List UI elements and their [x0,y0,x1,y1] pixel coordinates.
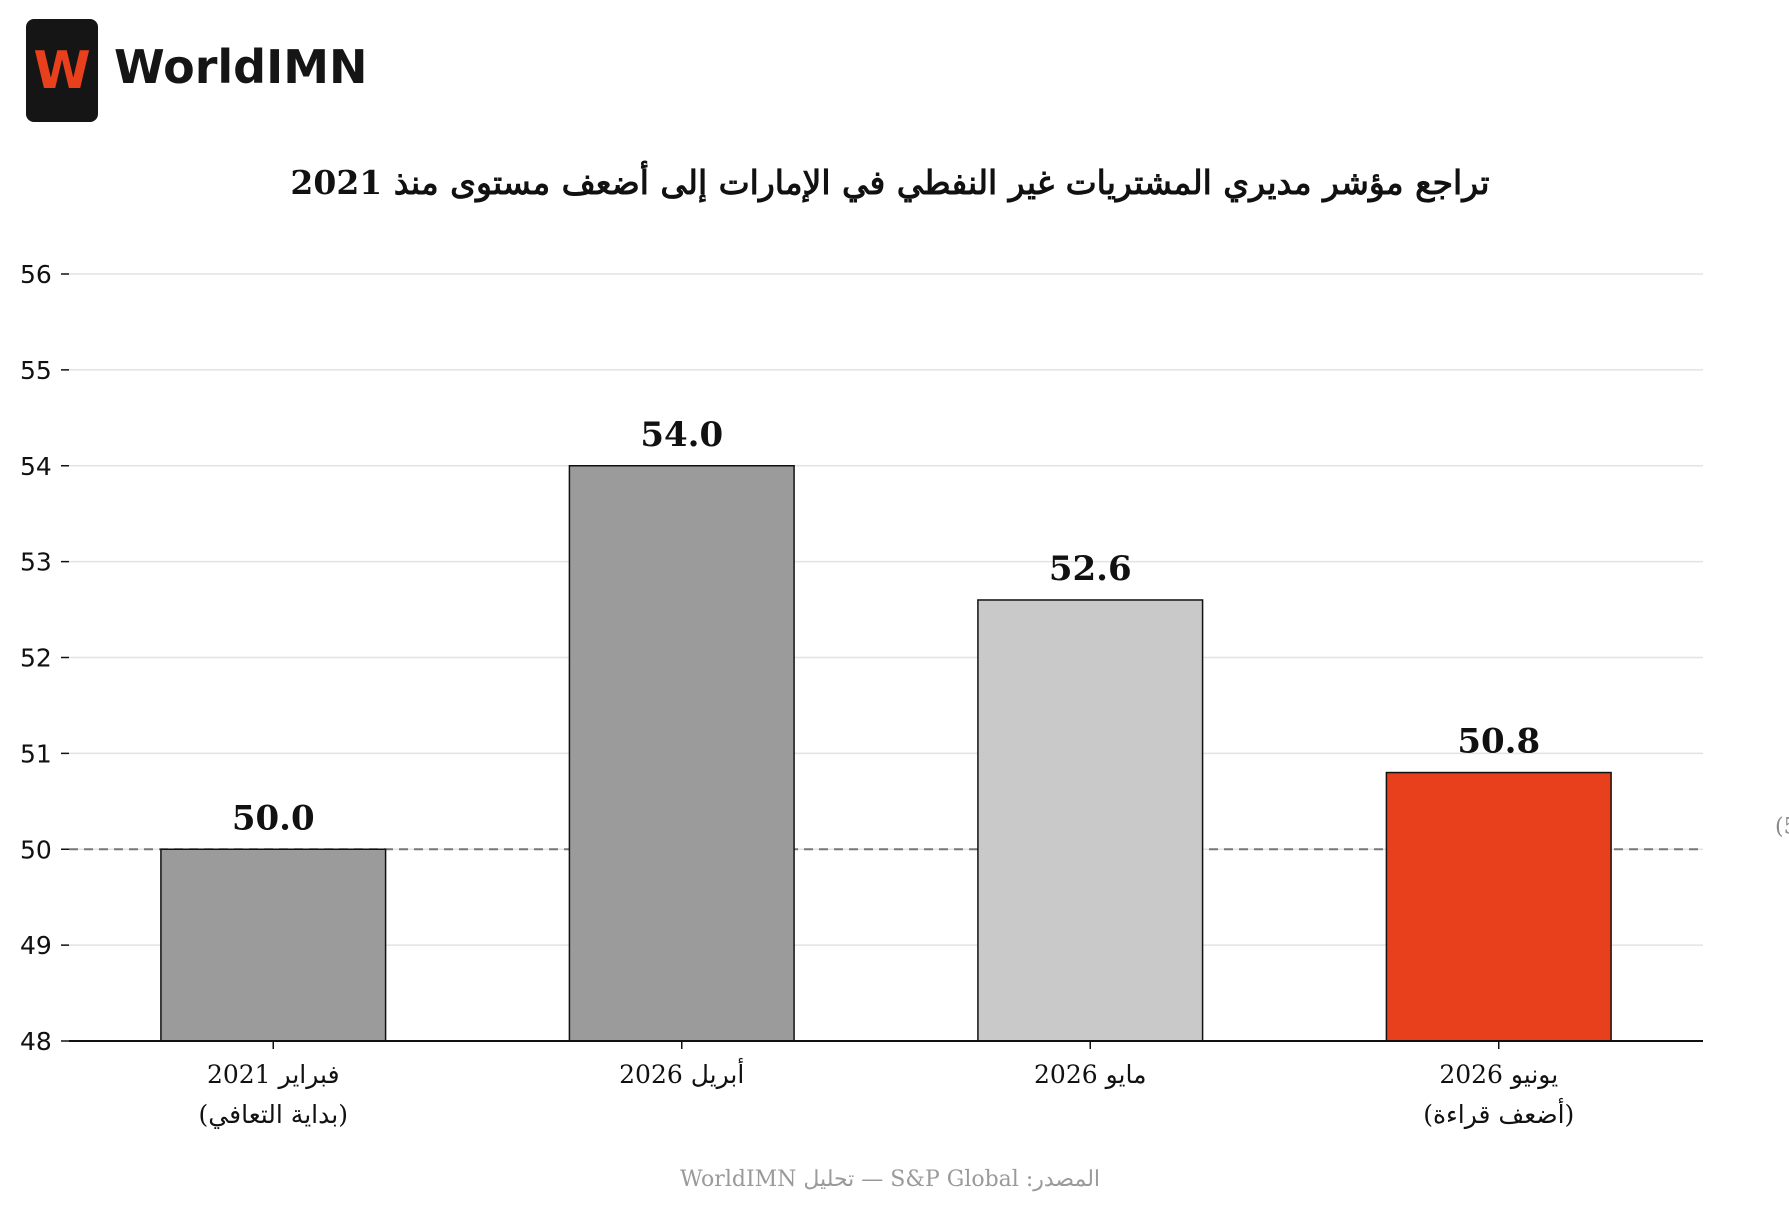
bar-value-label: 50.8 [1457,722,1540,762]
x-tick-label: أبريل 2026 [619,1057,744,1090]
y-axis: 48 49 50 51 52 53 54 55 56 [20,260,69,1056]
x-tick-label: (بداية التعافي) [199,1100,348,1129]
y-tick-label: 54 [20,452,52,481]
bars: 50.0 54.0 52.6 50.8 [160,415,1612,1042]
brand-logo-letter: W [33,40,91,101]
y-tick-label: 49 [20,931,52,960]
bar-value-label: 52.6 [1049,549,1132,589]
y-tick-label: 55 [20,356,52,385]
brand-name: WorldIMN [114,40,368,94]
x-axis: فبراير 2021 (بداية التعافي) أبريل 2026 مايو… [69,1040,1703,1130]
x-tick-label: يونيو 2026 [1439,1060,1558,1090]
y-tick-label: 48 [20,1027,52,1056]
y-tick-label: 51 [20,739,52,768]
brand-logo: W [26,19,98,122]
bar [977,599,1204,1042]
bar-value-label: 54.0 [640,415,723,455]
x-tick-label: مايو 2026 [1034,1060,1146,1090]
y-tick-label: 52 [20,644,52,673]
reference-line-label: خط الحياد (50) [1775,814,1789,839]
y-tick-label: 56 [20,260,52,289]
x-tick-label: فبراير 2021 [207,1060,340,1090]
y-tick-label: 50 [20,835,52,864]
bar-value-label: 50.0 [232,798,315,838]
source-note: المصدر: S&P Global — تحليل WorldIMN [680,1167,1100,1192]
chart-title: تراجع مؤشر مديري المشتريات غير النفطي في… [290,160,1489,203]
x-tick-label: (أضعف قراءة) [1423,1097,1574,1130]
bar [1385,771,1612,1042]
bar [568,465,795,1042]
y-tick-label: 53 [20,548,52,577]
bar [160,848,387,1042]
